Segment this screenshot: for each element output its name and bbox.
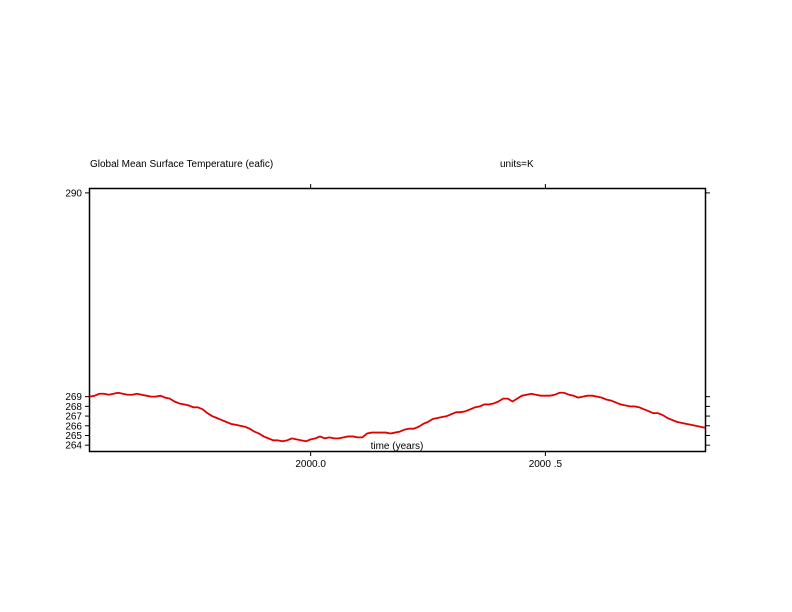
units-label: units=K <box>500 159 534 170</box>
y-axis-right <box>705 192 710 446</box>
y-tick-label: 264 <box>65 441 82 452</box>
y-tick-label: 290 <box>65 188 82 199</box>
temperature-series-line <box>89 391 706 443</box>
chart-title: Global Mean Surface Temperature (eafic) <box>90 159 273 170</box>
x-tick-label: 2000.0 <box>295 459 326 470</box>
x-axis: 2000.0 2000 .5 <box>295 184 562 470</box>
y-tick-label: 266 <box>65 421 82 432</box>
x-axis-label: time (years) <box>371 441 424 452</box>
x-tick-label: 2000 .5 <box>529 459 563 470</box>
y-tick-label: 265 <box>65 431 82 442</box>
y-tick-label: 267 <box>65 412 82 423</box>
y-tick-label: 268 <box>65 402 82 413</box>
plot-frame <box>88 187 707 453</box>
y-tick-label: 269 <box>65 392 82 403</box>
